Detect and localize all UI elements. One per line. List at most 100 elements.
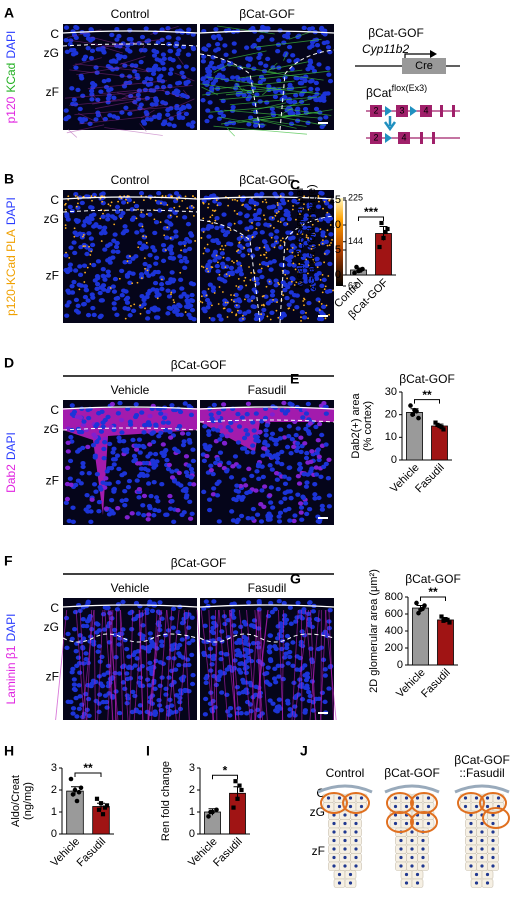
cell-nucleus xyxy=(343,864,346,867)
nucleus xyxy=(157,600,162,604)
nucleus xyxy=(125,515,130,519)
data-point xyxy=(101,812,105,816)
cell-nucleus xyxy=(332,822,335,825)
data-point xyxy=(416,416,421,421)
capsule xyxy=(318,786,372,792)
nucleus xyxy=(274,438,279,442)
pla-dot xyxy=(236,213,238,215)
pla-dot xyxy=(165,249,167,251)
cell-nucleus xyxy=(338,873,341,876)
nucleus xyxy=(288,489,293,493)
nucleus xyxy=(125,693,130,697)
pla-dot xyxy=(184,245,186,247)
nucleus xyxy=(115,506,120,510)
nucleus xyxy=(91,213,96,217)
exon-bar xyxy=(432,132,435,144)
nucleus xyxy=(298,435,303,439)
nucleus xyxy=(234,483,239,487)
pla-dot xyxy=(142,235,144,237)
y-axis-label: (ng/mg) xyxy=(22,782,34,820)
nucleus xyxy=(142,302,147,306)
cell-nucleus xyxy=(343,822,346,825)
cell-nucleus xyxy=(480,847,483,850)
nucleus xyxy=(179,71,184,75)
nucleus xyxy=(241,77,246,81)
data-point xyxy=(445,618,449,622)
nucleus xyxy=(287,262,292,266)
nucleus xyxy=(101,672,106,676)
pla-dot xyxy=(263,214,265,216)
column-header: Fasudil xyxy=(248,383,287,397)
nucleus xyxy=(73,65,78,69)
pla-dot xyxy=(137,246,139,248)
nucleus xyxy=(164,458,169,462)
nucleus xyxy=(203,712,208,716)
nucleus xyxy=(99,429,104,433)
nucleus xyxy=(158,411,163,415)
cell-nucleus xyxy=(480,856,483,859)
cell-nucleus xyxy=(354,822,357,825)
nucleus xyxy=(288,707,293,711)
nucleus xyxy=(207,100,212,104)
nucleus xyxy=(90,498,95,502)
nucleus xyxy=(202,424,207,428)
pla-dot xyxy=(265,202,267,204)
nucleus xyxy=(187,247,192,251)
cell-nucleus xyxy=(332,864,335,867)
nucleus xyxy=(214,226,219,230)
nucleus xyxy=(287,59,292,63)
pla-dot xyxy=(267,265,269,267)
nucleus xyxy=(165,311,170,315)
pla-dot xyxy=(217,204,219,206)
bar xyxy=(413,608,429,665)
pla-dot xyxy=(234,210,236,212)
micrograph xyxy=(56,598,206,720)
pla-dot xyxy=(263,246,265,248)
data-point xyxy=(358,268,363,273)
nucleus xyxy=(136,41,141,45)
nucleus xyxy=(321,465,326,469)
pla-dot xyxy=(200,301,202,303)
nucleus xyxy=(178,410,183,414)
nucleus xyxy=(264,671,269,675)
nucleus xyxy=(65,497,70,501)
pla-dot xyxy=(211,266,213,268)
nucleus xyxy=(320,233,325,237)
pla-dot xyxy=(142,226,144,228)
cell-nucleus xyxy=(475,881,478,884)
nucleus xyxy=(256,462,261,466)
nucleus xyxy=(326,45,331,49)
nucleus xyxy=(169,403,174,407)
nucleus xyxy=(248,225,253,229)
pla-dot xyxy=(117,201,119,203)
nucleus xyxy=(298,501,303,505)
nucleus xyxy=(231,105,236,109)
nucleus xyxy=(186,122,191,126)
nucleus xyxy=(208,64,213,68)
nucleus xyxy=(236,489,241,493)
nucleus xyxy=(205,298,210,302)
nucleus xyxy=(207,654,212,658)
nucleus xyxy=(285,445,290,449)
cell-nucleus xyxy=(497,796,500,799)
nucleus xyxy=(201,490,206,494)
nucleus xyxy=(63,253,68,257)
nucleus xyxy=(152,480,157,484)
nucleus xyxy=(299,517,304,521)
pla-dot xyxy=(88,246,90,248)
nucleus xyxy=(161,85,166,89)
pla-dot xyxy=(223,308,225,310)
nucleus xyxy=(293,93,298,97)
y-axis-label: Aldo/Creat xyxy=(10,775,22,827)
nucleus xyxy=(250,254,255,258)
nucleus xyxy=(241,477,246,481)
nucleus xyxy=(215,264,220,268)
pla-dot xyxy=(219,286,221,288)
nucleus xyxy=(206,234,211,238)
pla-dot xyxy=(330,242,332,244)
pla-dot xyxy=(235,285,237,287)
nucleus xyxy=(166,675,171,679)
nucleus xyxy=(249,659,254,663)
nucleus xyxy=(120,627,125,631)
nucleus xyxy=(75,88,80,92)
